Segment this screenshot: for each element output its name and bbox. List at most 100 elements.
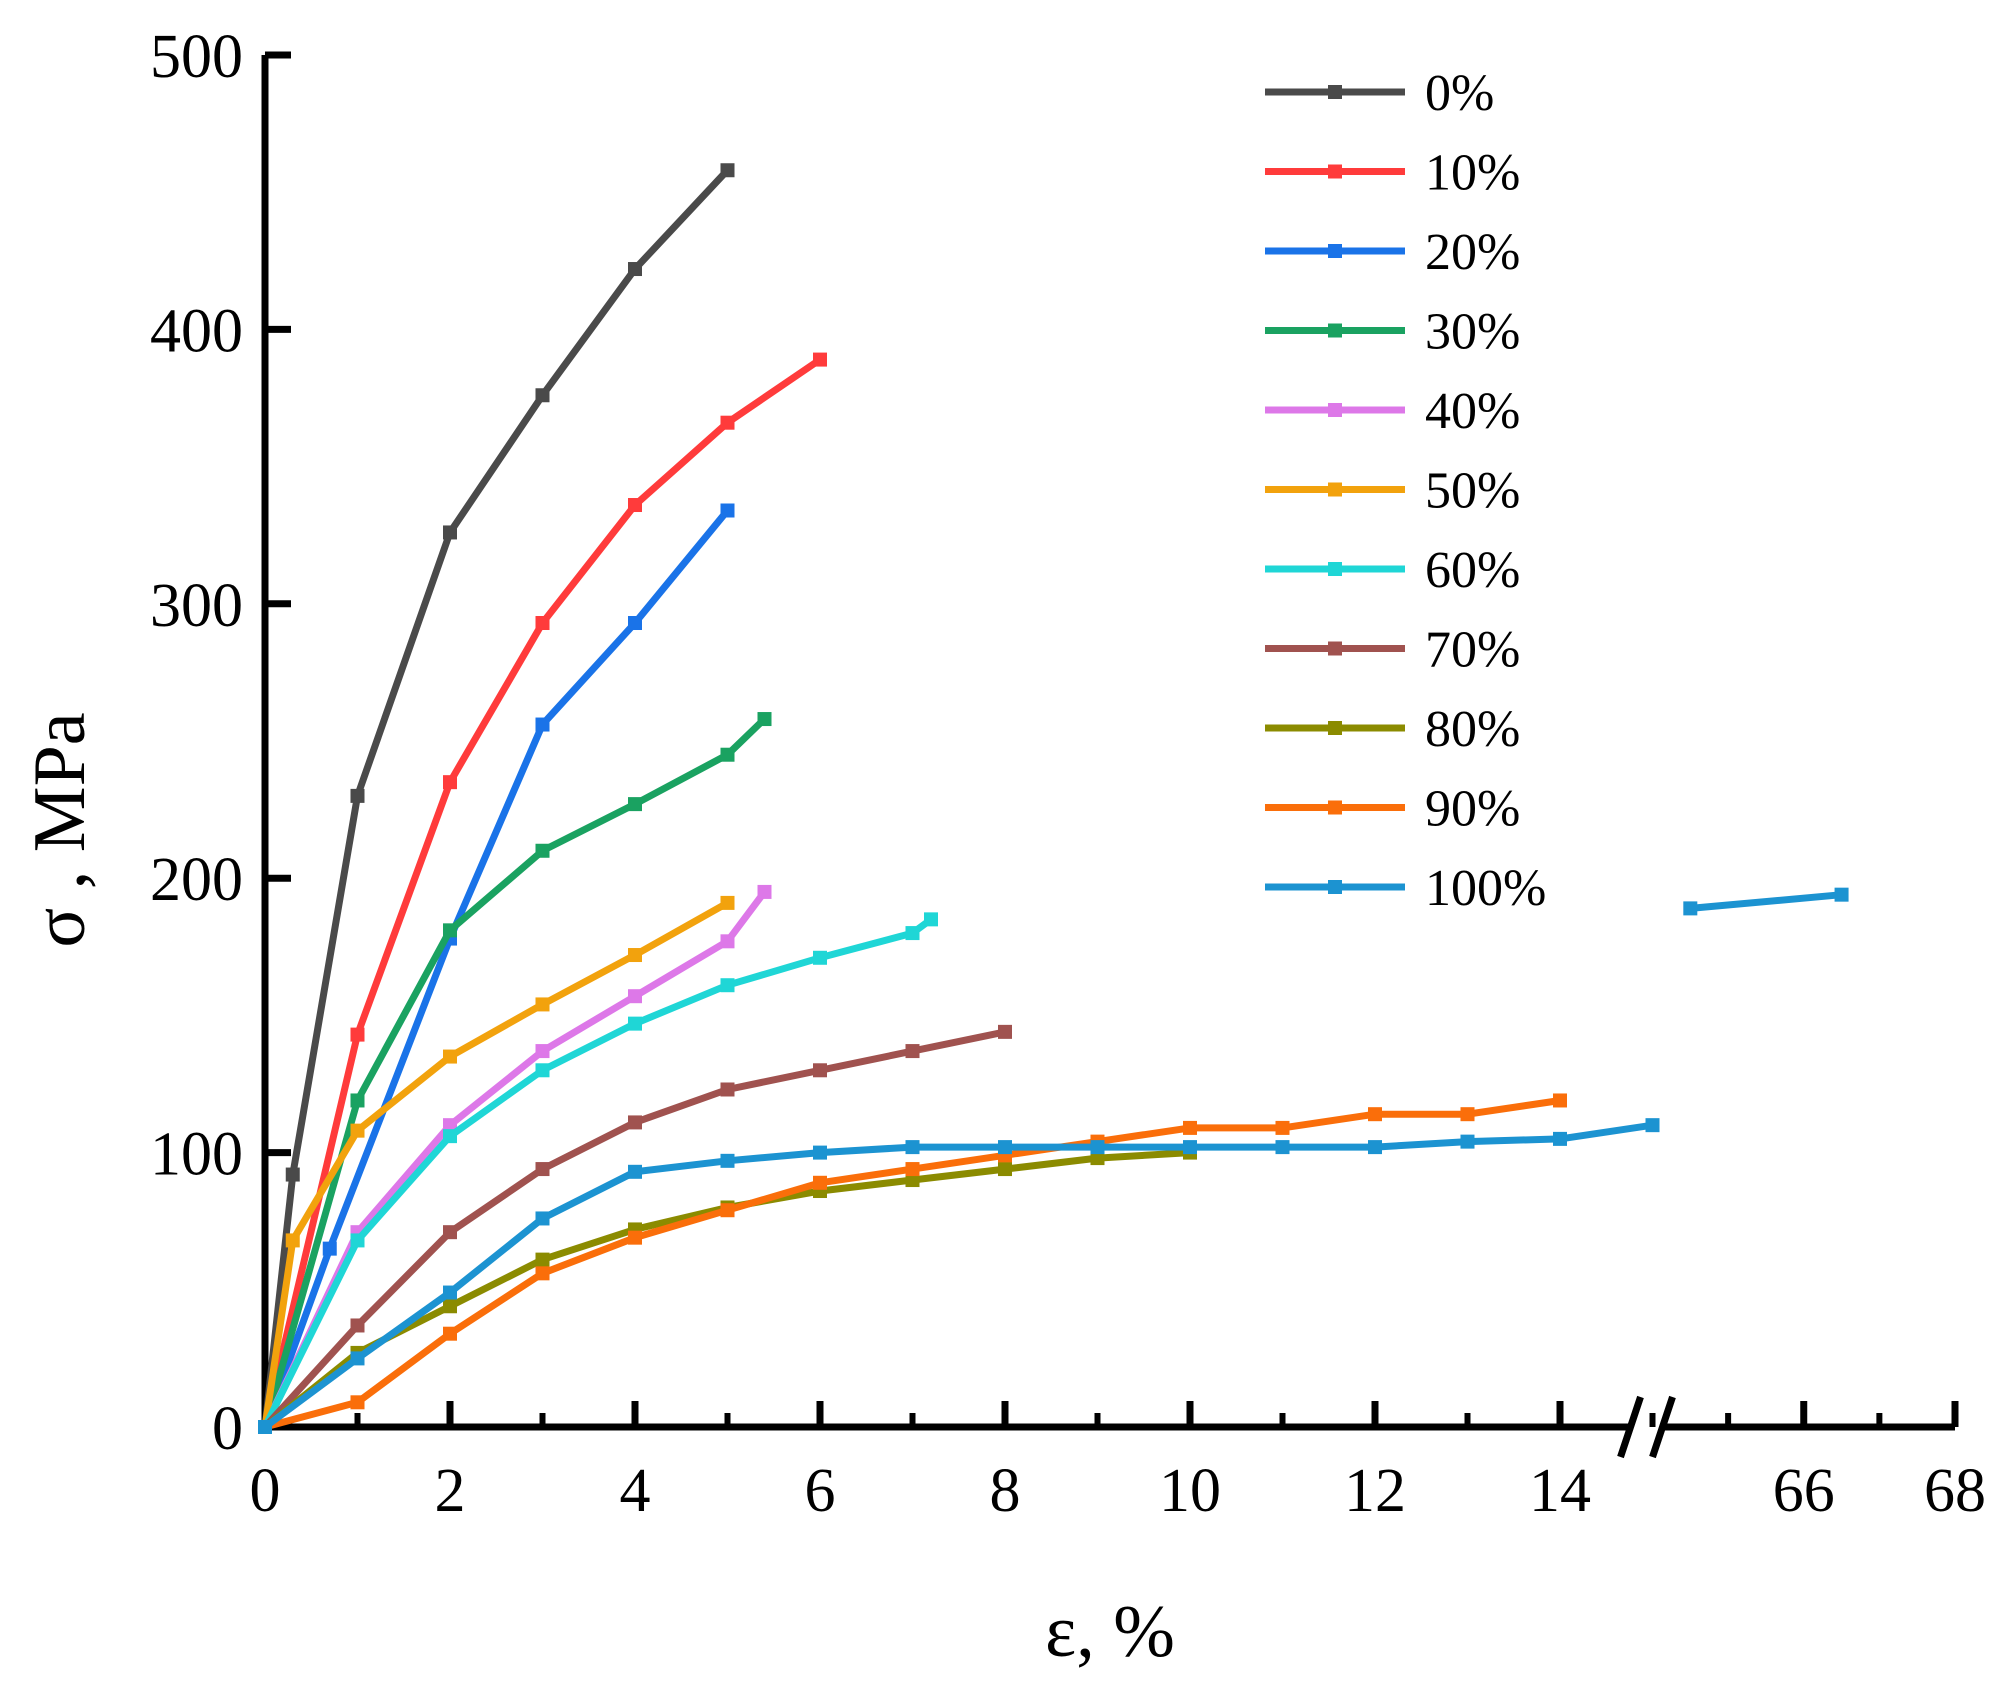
series-line [262,1121,1654,1430]
data-point [258,1420,272,1434]
data-point [535,717,550,732]
legend-swatch-marker [1328,323,1342,338]
legend-swatch-marker [1328,721,1342,735]
legend-entry: 30% [1265,304,1520,361]
data-point [998,1024,1012,1039]
data-point [443,525,457,540]
data-point [1090,1140,1105,1155]
y-tick-label: 0 [212,1395,243,1463]
legend-label: 30% [1425,304,1520,361]
data-point [813,1175,827,1190]
data-point [350,1233,365,1248]
x-tick-label: 12 [1344,1457,1406,1525]
data-point [628,1230,642,1245]
series-60pct [258,912,938,1434]
data-point [905,926,920,941]
data-point [535,843,550,858]
data-point [905,1140,920,1155]
legend-swatch-marker [1328,403,1342,417]
data-point [757,712,772,727]
data-point [1460,1107,1475,1122]
data-point [720,1082,735,1097]
data-point [905,1044,920,1059]
x-axis-title: ε, % [1045,1591,1175,1673]
data-point [535,1063,550,1078]
data-point [1368,1140,1382,1155]
data-point [535,1211,550,1226]
data-point [443,1299,457,1314]
data-point [443,775,457,790]
legend-label: 70% [1425,622,1520,679]
y-tick-label: 500 [150,23,243,91]
data-point [813,950,827,965]
data-point [285,1233,300,1248]
data-point [1645,1118,1660,1133]
data-point [720,747,735,762]
data-point [628,616,642,631]
data-point [924,912,938,927]
data-point [757,884,772,899]
data-point [1368,1107,1382,1122]
legend-entry: 100% [1265,860,1546,917]
legend-entry: 60% [1265,542,1520,599]
data-point [443,1129,457,1144]
data-point [1275,1120,1290,1135]
data-point [350,1093,365,1108]
data-point [813,1145,827,1160]
data-point [628,1115,642,1130]
series-90pct [258,1093,1567,1434]
legend-label: 90% [1425,781,1520,838]
data-point [535,997,550,1012]
legend-swatch-marker [1328,85,1342,99]
data-point [285,1167,300,1182]
y-tick-label: 400 [150,297,243,365]
legend-entry: 70% [1265,622,1520,679]
x-axis-break-mark-2 [1649,1395,1676,1459]
data-point [1460,1134,1475,1149]
x-tick-label: 14 [1529,1457,1591,1525]
y-tick-label: 300 [150,572,243,640]
data-point [1090,1151,1105,1166]
y-tick-label: 100 [150,1121,243,1189]
legend-entry: 10% [1265,145,1520,202]
data-point [535,616,550,631]
data-point [628,262,642,277]
x-tick-label: 68 [1924,1457,1986,1525]
x-axis-break-mark-1 [1617,1395,1644,1459]
data-point [1683,901,1698,916]
legend-swatch-marker [1328,562,1342,576]
legend-swatch-marker [1328,482,1342,497]
legend: 0% 10% 20% 30% 40% 50% 60% 70% 80% 90% 100% [1265,65,1546,917]
data-point [350,1027,365,1042]
data-point [443,1285,457,1300]
x-tick-label: 0 [250,1457,281,1525]
data-point [720,895,735,910]
data-point [813,352,827,367]
data-point [350,788,365,803]
data-point [628,498,642,513]
data-point [905,1162,920,1177]
data-point [535,1252,550,1267]
data-point [350,1123,365,1138]
legend-swatch-marker [1328,880,1342,894]
data-point [720,1203,735,1218]
legend-label: 50% [1425,463,1520,520]
series-layer [258,163,1849,1434]
data-point [1553,1131,1567,1146]
data-point [628,1016,642,1031]
data-point [443,1326,457,1341]
data-point [720,1153,735,1168]
data-point [720,934,735,949]
data-point [1834,887,1849,902]
legend-label: 40% [1425,383,1520,440]
series-line [1689,891,1842,912]
data-point [350,1351,365,1366]
x-tick-label: 2 [435,1457,466,1525]
legend-label: 60% [1425,542,1520,599]
data-point [1553,1093,1567,1108]
legend-swatch-marker [1328,164,1342,179]
data-point [628,797,642,812]
legend-label: 10% [1425,145,1520,202]
